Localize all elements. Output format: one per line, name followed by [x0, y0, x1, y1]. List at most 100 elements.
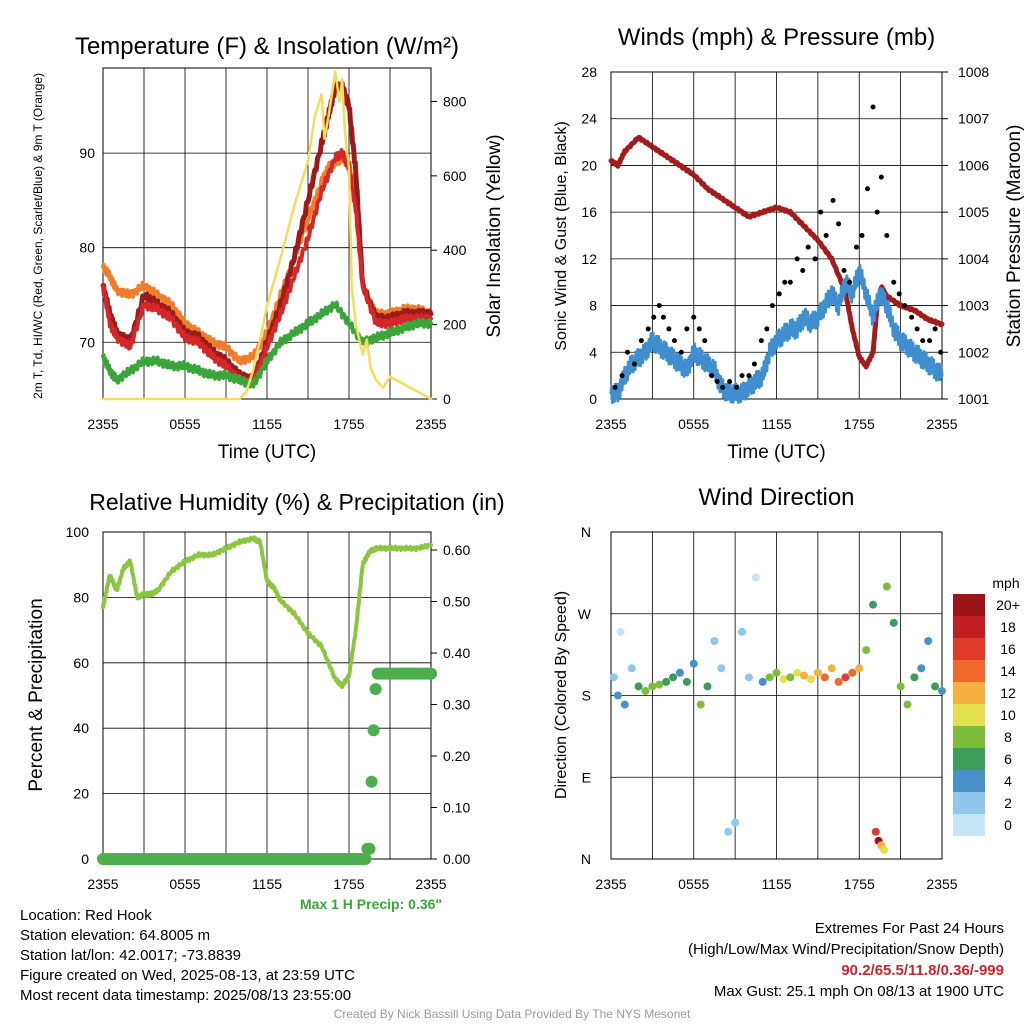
direction-point	[751, 573, 760, 582]
station-info: Location: Red Hook Station elevation: 64…	[20, 906, 355, 1006]
gust-point	[656, 303, 662, 309]
direction-point	[896, 682, 905, 691]
colorbar-label: 2	[1004, 795, 1012, 811]
direction-point	[710, 637, 719, 645]
colorbar-label: 18	[1000, 619, 1016, 635]
y-right-tick-label: 0.30	[443, 697, 470, 713]
x-tick-label: 1155	[252, 416, 282, 432]
gust-point	[836, 221, 842, 227]
y-axis-label: Percent & Precipitation	[26, 598, 47, 791]
latlon-text: Station lat/lon: 42.0017; -73.8839	[20, 947, 242, 964]
direction-point	[931, 682, 940, 691]
x-tick-label: 1755	[844, 416, 875, 432]
x-tick-label: 0555	[678, 416, 709, 432]
gust-point	[884, 233, 890, 238]
direction-point	[703, 682, 712, 691]
direction-point	[620, 700, 629, 709]
series-solar	[101, 70, 433, 401]
gust-point	[612, 384, 618, 390]
gust-point	[631, 361, 637, 367]
y-right-tick-label: 0.40	[443, 645, 470, 661]
y-tick-label: 20	[73, 786, 89, 802]
gust-point	[739, 373, 745, 379]
direction-point	[648, 682, 657, 691]
gust-point	[812, 256, 818, 262]
y-right-axis-label: Station Pressure (Maroon)	[1004, 125, 1024, 348]
direction-point	[609, 673, 618, 682]
gust-point	[776, 291, 782, 297]
extremes-values: 90.2/65.5/11.8/0.36/-999	[841, 962, 1004, 979]
y-tick-label: W	[578, 606, 592, 622]
x-tick-label: 2355	[415, 416, 446, 432]
colorbar-label: 0	[1004, 817, 1012, 833]
y-tick-label: S	[582, 688, 591, 704]
y-right-tick-label: 0	[443, 391, 451, 407]
precip-point	[365, 775, 378, 788]
y-tick-label: N	[581, 524, 591, 540]
direction-point	[800, 671, 809, 680]
gust-point	[709, 373, 715, 379]
y-right-tick-label: 800	[443, 93, 467, 109]
y-axis-label: Direction (Colored By Speed)	[553, 591, 570, 799]
x-tick-label: 2355	[926, 416, 957, 432]
gust-point	[666, 326, 672, 332]
direction-point	[779, 675, 788, 684]
colorbar-swatch	[953, 682, 985, 704]
direction-point	[738, 627, 747, 636]
gust-point	[823, 233, 829, 238]
chart-title: Wind Direction	[698, 484, 854, 511]
gust-point	[619, 373, 625, 379]
colorbar-swatch	[953, 638, 985, 660]
x-tick-label: 2355	[595, 876, 626, 892]
gust-point	[727, 378, 733, 384]
direction-point	[641, 686, 650, 695]
y-tick-label: 100	[66, 524, 90, 540]
colorbar-label: 4	[1004, 773, 1012, 789]
direction-point	[696, 700, 705, 709]
y-axis-label: Sonic Wind & Gust (Blue, Black)	[553, 121, 570, 350]
direction-point	[869, 600, 878, 609]
gust-point	[720, 384, 726, 390]
y-right-tick-label: 1008	[958, 64, 989, 80]
precip-point	[367, 724, 380, 737]
gust-point	[751, 361, 757, 367]
direction-point	[862, 646, 871, 655]
direction-point	[731, 818, 740, 827]
y-right-tick-label: 0.60	[443, 542, 470, 558]
gust-point	[702, 338, 708, 344]
gust-point	[847, 279, 853, 285]
direction-point	[938, 686, 946, 695]
y-tick-label: 60	[73, 655, 89, 671]
precip-point	[369, 683, 382, 696]
direction-point	[772, 668, 781, 677]
extremes-legend: (High/Low/Max Wind/Precipitation/Snow De…	[688, 941, 1004, 958]
y-tick-label: 90	[79, 145, 95, 161]
direction-point	[634, 682, 643, 691]
x-tick-label: 2355	[415, 876, 446, 892]
precip-point	[425, 667, 437, 680]
gust-point	[853, 244, 859, 250]
gust-point	[782, 279, 788, 285]
gust-point	[651, 314, 657, 320]
y-right-tick-label: 0.50	[443, 594, 470, 610]
precip-point	[359, 853, 372, 865]
gust-point	[787, 279, 793, 285]
direction-point	[880, 845, 889, 854]
direction-point	[820, 673, 829, 682]
direction-point	[841, 673, 850, 682]
direction-point	[655, 680, 664, 689]
direction-point	[689, 659, 698, 668]
colorbar-label: 16	[1000, 641, 1016, 657]
direction-point	[675, 668, 684, 677]
gust-point	[758, 338, 764, 344]
y-right-tick-label: 0.10	[443, 800, 470, 816]
chart-title: Relative Humidity (%) & Precipitation (i…	[89, 489, 504, 515]
chart-title: Winds (mph) & Pressure (mb)	[618, 24, 935, 51]
x-tick-label: 1755	[333, 416, 364, 432]
colorbar-label: 6	[1004, 751, 1012, 767]
y-tick-label: 70	[79, 334, 95, 350]
gust-point	[734, 384, 740, 390]
gust-point	[818, 209, 824, 215]
recent-text: Most recent data timestamp: 2025/08/13 2…	[20, 987, 352, 1004]
colorbar-swatch	[953, 792, 985, 814]
